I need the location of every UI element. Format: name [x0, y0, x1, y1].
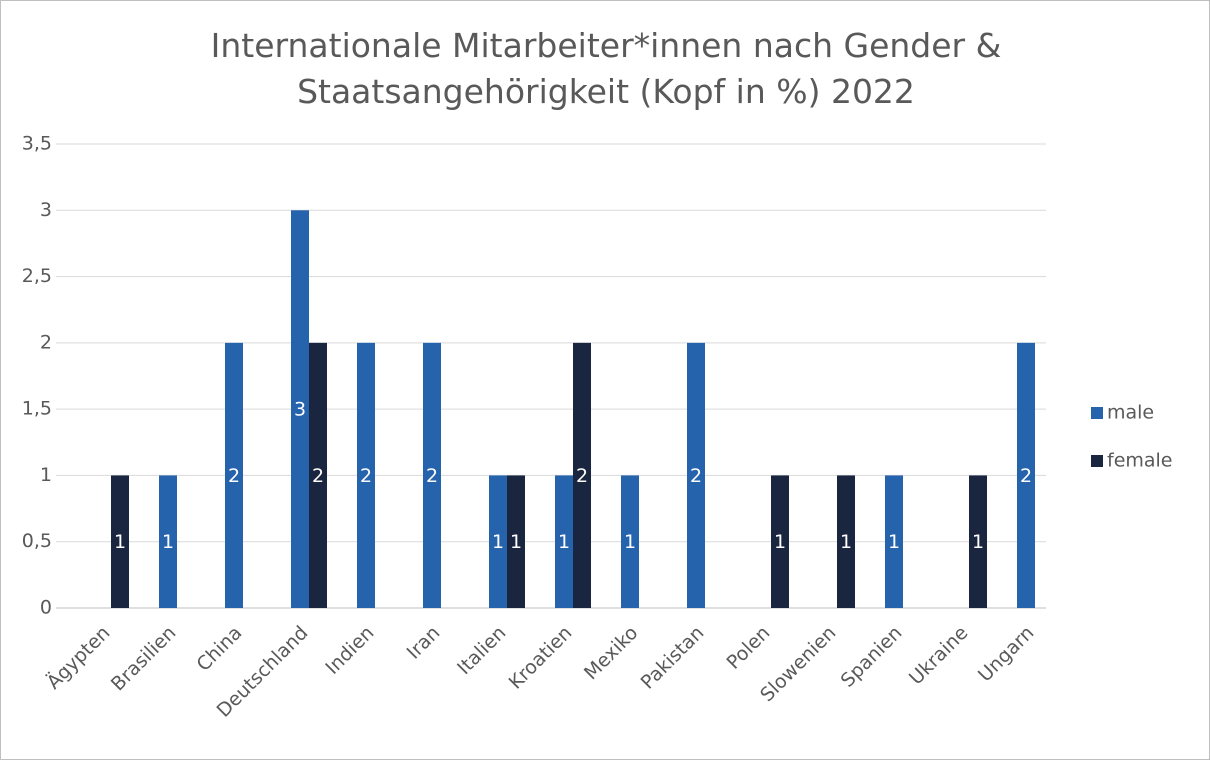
y-tick-label: 3 [40, 199, 52, 221]
x-tick-label: Ukraine [905, 622, 972, 689]
data-label: 2 [360, 465, 372, 487]
x-tick-label: Polen [723, 622, 775, 674]
bar [309, 342, 327, 608]
bar [687, 342, 705, 608]
x-tick-label: Spanien [837, 622, 907, 692]
data-label: 3 [294, 399, 306, 421]
bar [771, 475, 789, 608]
data-label: 1 [558, 531, 570, 553]
x-tick-label: Ägypten [42, 621, 115, 694]
data-label: 1 [840, 531, 852, 553]
bar [111, 475, 129, 608]
data-label: 1 [774, 531, 786, 553]
data-label: 1 [492, 531, 504, 553]
y-tick-label: 0,5 [22, 530, 52, 552]
chart-title: Internationale Mitarbeiter*innen nach Ge… [210, 26, 1002, 111]
y-tick-label: 1 [40, 464, 52, 486]
data-label: 2 [426, 465, 438, 487]
bar [573, 342, 591, 608]
bar [555, 475, 573, 608]
bar [159, 475, 177, 608]
x-tick-label: Iran [403, 622, 445, 664]
y-tick-label: 2,5 [22, 265, 52, 287]
x-tick-label: Indien [321, 622, 378, 679]
x-tick-label: Mexiko [580, 622, 642, 684]
legend-swatch [1091, 407, 1103, 419]
bar [621, 475, 639, 608]
bar [225, 342, 243, 608]
y-tick-label: 3,5 [22, 133, 52, 155]
data-label: 1 [114, 531, 126, 553]
data-label: 1 [624, 531, 636, 553]
y-tick-label: 1,5 [22, 398, 52, 420]
data-label: 2 [576, 465, 588, 487]
bar [507, 475, 525, 608]
y-tick-label: 2 [40, 331, 52, 353]
data-label: 1 [972, 531, 984, 553]
y-tick-label: 0 [40, 597, 52, 619]
bar [357, 342, 375, 608]
bar [885, 475, 903, 608]
data-label: 2 [1020, 465, 1032, 487]
legend-label: male [1107, 402, 1154, 424]
data-label: 1 [510, 531, 522, 553]
x-tick-label: Kroatien [505, 622, 577, 694]
data-label: 2 [312, 465, 324, 487]
x-tick-label: China [192, 622, 246, 676]
bar [1017, 342, 1035, 608]
x-tick-label: Pakistan [637, 622, 709, 694]
x-tick-label: Ungarn [974, 622, 1038, 686]
legend-label: female [1107, 450, 1173, 472]
bar [489, 475, 507, 608]
bar [423, 342, 441, 608]
legend-swatch [1091, 455, 1103, 467]
bar [837, 475, 855, 608]
data-label: 1 [888, 531, 900, 553]
bar [291, 210, 309, 609]
data-label: 2 [228, 465, 240, 487]
data-label: 2 [690, 465, 702, 487]
x-tick-label: Brasilien [107, 622, 181, 696]
bar [969, 475, 987, 608]
data-label: 1 [162, 531, 174, 553]
x-tick-label: Italien [453, 622, 510, 679]
